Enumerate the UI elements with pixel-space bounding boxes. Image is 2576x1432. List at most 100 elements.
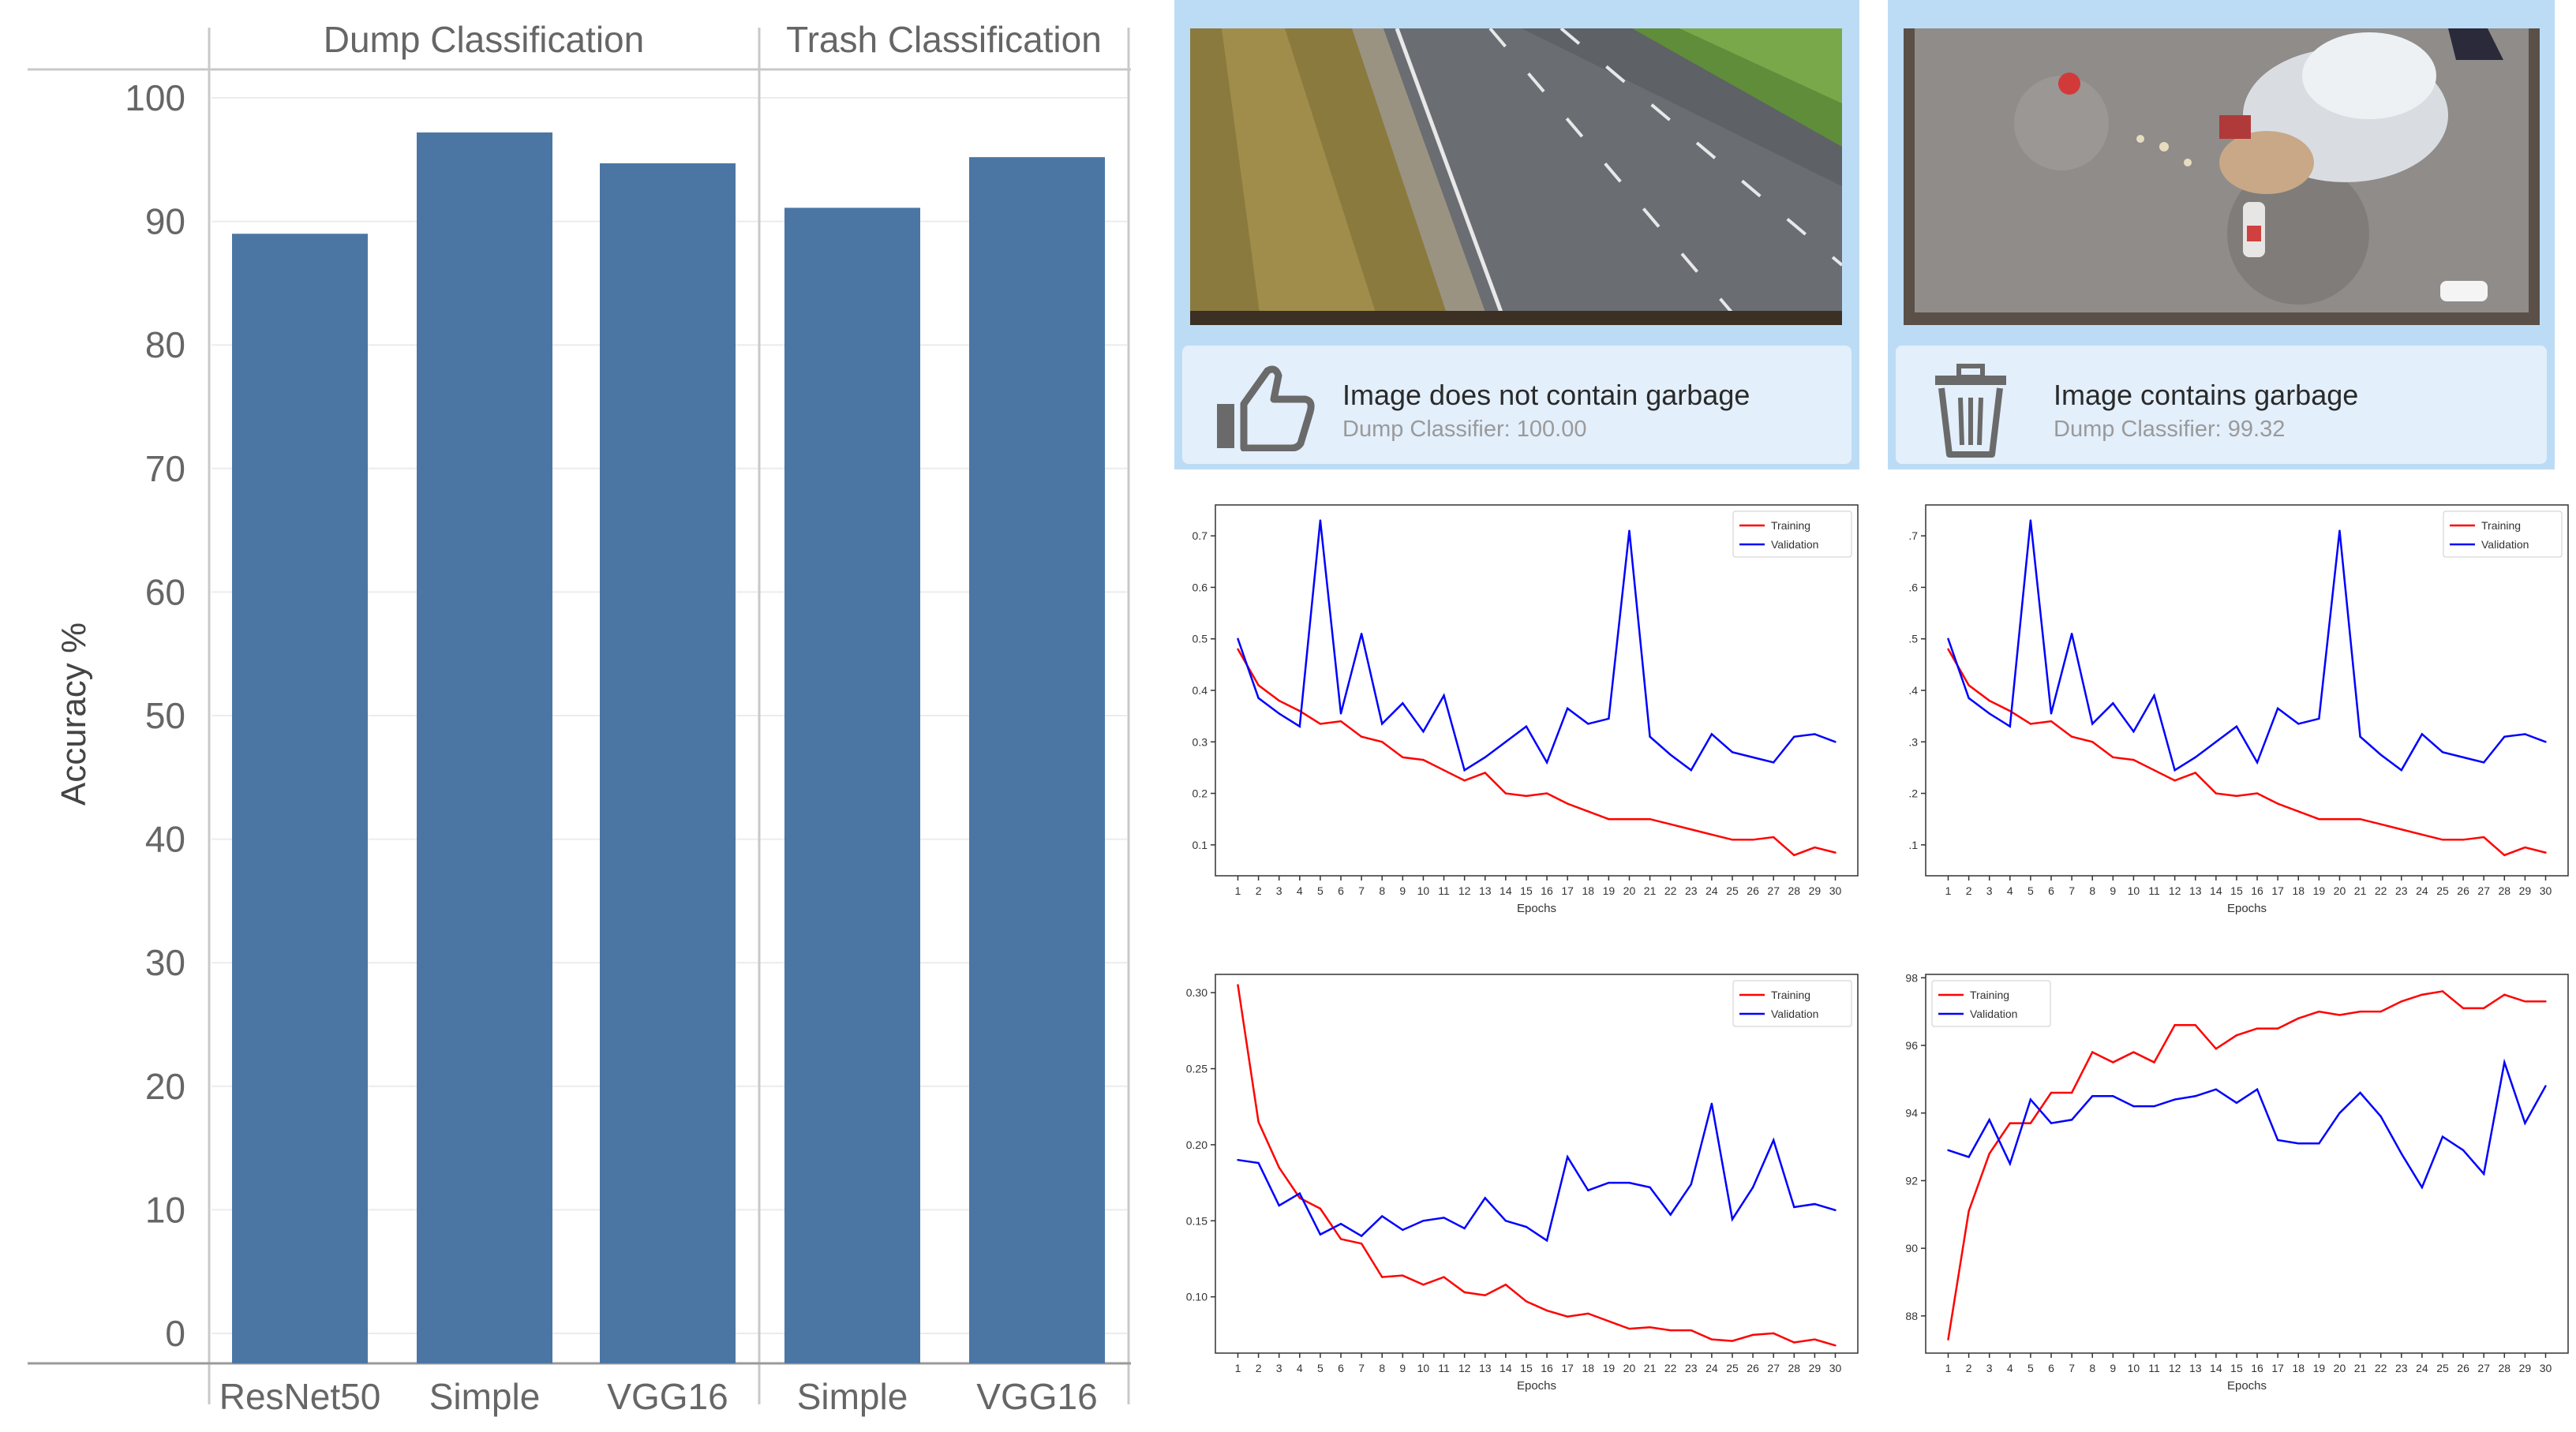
data-point-validation	[1545, 761, 1548, 764]
data-point-training	[1298, 709, 1301, 712]
line-chart-top-right: .1.2.3.4.5.6.71 2 3 4 5 6 7 8 9 10 11 12 13 14 15 16 17 1…	[1908, 504, 2569, 915]
data-point-validation	[1339, 1222, 1342, 1225]
data-point-training	[2359, 817, 2361, 821]
data-point-validation	[1669, 753, 1672, 756]
data-point-validation	[2235, 1101, 2238, 1105]
data-point-training	[1587, 810, 1589, 813]
data-point-validation	[1772, 1138, 1775, 1142]
x-tick-label: 18	[2292, 1362, 2305, 1374]
data-point-training	[2482, 1007, 2485, 1010]
data-point-validation	[1751, 756, 1754, 759]
x-tick-label: 22	[2375, 1362, 2387, 1374]
data-point-validation	[2318, 717, 2320, 720]
data-point-validation	[2112, 1095, 2114, 1097]
x-tick-label: 10	[1417, 884, 1430, 897]
data-point-validation	[1463, 768, 1466, 772]
x-tick-label: 4	[2007, 1362, 2013, 1374]
x-tick-label: 17	[2271, 1362, 2284, 1374]
legend	[2443, 510, 2563, 558]
x-tick-label: 10	[1417, 1362, 1430, 1374]
data-point-training	[1443, 768, 1445, 772]
x-tick-label: 29	[1809, 1362, 1822, 1374]
bar-vgg16	[600, 163, 736, 1363]
x-tick-label: 14	[1500, 884, 1512, 897]
data-point-validation	[1402, 1228, 1404, 1232]
y-tick-label: 50	[145, 695, 185, 736]
data-point-validation	[2441, 1135, 2444, 1138]
accuracy-bar-chart: Dump Classification Trash Classification…	[28, 19, 1131, 1417]
x-tick-label: 11	[2148, 884, 2160, 897]
data-point-validation	[1690, 1183, 1692, 1186]
data-point-training	[1504, 1284, 1507, 1286]
data-point-validation	[1793, 1206, 1795, 1209]
x-tick-label: 24	[2416, 1362, 2428, 1374]
data-point-validation	[1443, 1217, 1445, 1219]
data-point-validation	[2297, 723, 2300, 725]
data-point-validation	[2503, 735, 2506, 738]
data-point-validation	[1319, 519, 1322, 522]
data-point-validation	[2235, 725, 2238, 727]
plot-frame	[1925, 974, 2569, 1354]
data-point-training	[1988, 699, 1990, 702]
data-point-validation	[2544, 1085, 2547, 1087]
y-tick-label: 92	[1905, 1174, 1918, 1187]
data-point-validation	[2421, 733, 2424, 735]
data-point-training	[2029, 723, 2032, 725]
data-point-validation	[1628, 1181, 1631, 1184]
data-point-training	[1814, 846, 1816, 849]
x-tick-label: 24	[1705, 1362, 1718, 1374]
data-point-validation	[2276, 707, 2279, 710]
x-tick-label: 19	[2313, 1362, 2326, 1374]
data-point-validation	[2091, 1095, 2094, 1097]
category-label: VGG16	[976, 1376, 1097, 1417]
result-card-no-garbage: Image does not contain garbage Dump Clas…	[1174, 0, 1859, 469]
x-tick-label: 10	[2128, 1362, 2140, 1374]
data-point-training	[1278, 699, 1280, 702]
x-tick-label: 15	[2230, 884, 2243, 897]
x-tick-label: 17	[1561, 884, 1574, 897]
data-point-training	[2174, 780, 2176, 782]
category-label: VGG16	[607, 1376, 728, 1417]
x-tick-label: 27	[2477, 1362, 2490, 1374]
x-tick-label: 28	[2499, 884, 2511, 897]
data-point-validation	[2153, 1105, 2155, 1108]
x-tick-label: 9	[1399, 1362, 1406, 1374]
series-line-training	[1947, 649, 2546, 857]
x-tick-label: 3	[1276, 884, 1282, 897]
data-point-training	[1525, 1300, 1528, 1303]
data-point-training	[2503, 854, 2506, 857]
y-tick-label: .1	[1908, 839, 1918, 851]
x-tick-label: 29	[2519, 1362, 2532, 1374]
data-point-validation	[2482, 761, 2485, 764]
data-point-validation	[2421, 1186, 2424, 1189]
x-tick-label: 21	[1644, 1362, 1657, 1374]
x-tick-label: 9	[2110, 1362, 2116, 1374]
facet-label-dump: Dump Classification	[324, 19, 644, 60]
y-tick-label: 96	[1905, 1039, 1918, 1052]
x-tick-label: 23	[1685, 1362, 1698, 1374]
data-point-training	[2153, 1061, 2155, 1064]
data-point-training	[1628, 1327, 1631, 1330]
x-tick-label: 18	[1582, 1362, 1594, 1374]
data-point-validation	[2544, 741, 2547, 743]
y-tick-label: 30	[145, 942, 185, 983]
data-point-validation	[1731, 1218, 1734, 1221]
data-point-training	[1237, 984, 1239, 986]
x-tick-label: 25	[2436, 884, 2449, 897]
x-tick-label: 24	[2416, 884, 2428, 897]
y-tick-label: 0.6	[1193, 581, 1208, 593]
y-tick-label: .5	[1908, 633, 1918, 645]
data-point-validation	[1443, 694, 1445, 697]
data-point-validation	[1566, 707, 1569, 710]
x-tick-label: 1	[1945, 1362, 1952, 1374]
x-tick-label: 25	[1726, 1362, 1739, 1374]
x-tick-label: 19	[1603, 884, 1616, 897]
data-point-training	[1339, 1238, 1342, 1240]
data-point-validation	[1751, 1186, 1754, 1189]
facet-label-trash: Trash Classification	[786, 19, 1102, 60]
trash-photo	[1904, 28, 2540, 325]
data-point-validation	[1463, 1227, 1466, 1230]
data-point-validation	[2524, 1122, 2526, 1124]
data-point-validation	[1947, 1149, 1949, 1152]
x-tick-label: 26	[1747, 884, 1759, 897]
